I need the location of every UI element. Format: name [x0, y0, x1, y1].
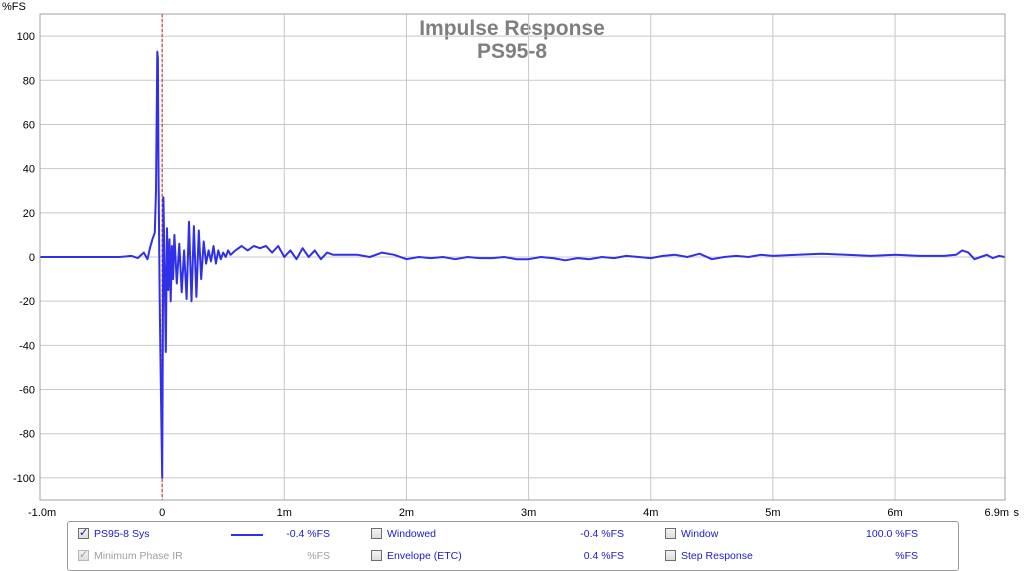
x-tick-label: -1.0m [28, 507, 56, 519]
legend-row: PS95-8 Sys -0.4 %FS Windowed -0.4 %FS Wi… [68, 525, 958, 545]
window-label: Window [681, 528, 719, 540]
y-tick-label: -80 [19, 429, 35, 441]
minimum-phase-label: Minimum Phase IR [94, 550, 183, 562]
series-line-swatch [231, 534, 263, 536]
windowed-checkbox[interactable] [371, 528, 382, 539]
data-layer [40, 14, 1006, 500]
y-tick-label: 20 [23, 208, 35, 220]
y-tick-label: 60 [23, 119, 35, 131]
y-tick-label: 80 [23, 75, 35, 87]
legend-panel: PS95-8 Sys -0.4 %FS Windowed -0.4 %FS Wi… [67, 521, 959, 571]
plot-frame [39, 13, 1006, 501]
x-tick-label: 4m [643, 507, 658, 519]
series-visibility-checkbox[interactable] [78, 526, 89, 539]
chart-title: Impulse Response [419, 17, 605, 40]
y-axis-unit-label: %FS [2, 1, 26, 13]
x-axis-unit-label: s [1014, 507, 1020, 519]
x-tick-label: 1m [277, 507, 292, 519]
step-response-checkbox[interactable] [665, 550, 676, 561]
y-tick-label: -60 [19, 385, 35, 397]
y-tick-label: -20 [19, 296, 35, 308]
y-tick-label: -40 [19, 340, 35, 352]
minimum-phase-cursor-value: %FS [307, 550, 330, 562]
x-tick-label: 2m [399, 507, 414, 519]
series-label: PS95-8 Sys [94, 528, 150, 540]
envelope-checkbox[interactable] [371, 550, 382, 561]
window-cursor-value: 100.0 %FS [866, 528, 918, 540]
window-checkbox[interactable] [665, 528, 676, 539]
impulse-response-chart[interactable]: %FS Impulse Response PS95-8 100 80 60 40 20 0… [0, 0, 1024, 520]
y-tick-label: 100 [17, 31, 35, 43]
series-cursor-value: -0.4 %FS [286, 528, 330, 540]
windowed-cursor-value: -0.4 %FS [580, 528, 624, 540]
step-response-label: Step Response [681, 550, 753, 562]
step-response-cursor-value: %FS [895, 550, 918, 562]
x-tick-label: 6.9m [985, 507, 1009, 519]
chart-subtitle: PS95-8 [477, 40, 547, 63]
x-tick-label: 3m [521, 507, 536, 519]
x-tick-label: 0 [159, 507, 165, 519]
y-tick-label: 0 [29, 252, 35, 264]
legend-row: Minimum Phase IR %FS Envelope (ETC) 0.4 … [68, 547, 958, 567]
x-tick-label: 5m [765, 507, 780, 519]
y-tick-label: -100 [13, 473, 35, 485]
y-tick-label: 40 [23, 164, 35, 176]
x-tick-label: 6m [887, 507, 902, 519]
minimum-phase-checkbox[interactable] [78, 548, 89, 561]
series-line[interactable] [40, 50, 1006, 479]
envelope-cursor-value: 0.4 %FS [583, 550, 624, 562]
axis-ticks: 100 80 60 40 20 0 -20 -40 -60 -80 -100 -1.0m 0 1m 2m 3m… [13, 31, 1009, 519]
windowed-label: Windowed [387, 528, 437, 540]
envelope-label: Envelope (ETC) [387, 550, 462, 562]
